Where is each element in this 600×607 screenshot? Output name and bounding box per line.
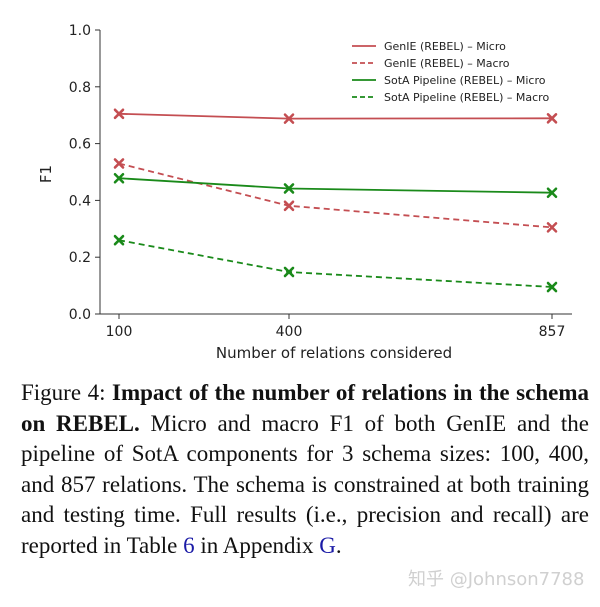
data-point-marker <box>546 187 558 199</box>
y-axis-title: F1 <box>37 165 55 183</box>
line-chart: 0.0 0.2 0.4 0.6 0.8 1.0 100 400 857 Number of rel… <box>37 23 572 362</box>
data-point-marker <box>546 113 558 124</box>
figure-caption: Figure 4: Impact of the number of relati… <box>21 378 589 561</box>
y-tick-label: 0.2 <box>69 250 91 266</box>
series-3 <box>113 172 558 199</box>
legend-label: GenIE (REBEL) – Macro <box>384 57 510 70</box>
chart-axes: 0.0 0.2 0.4 0.6 0.8 1.0 100 400 857 Number of rel… <box>37 23 572 362</box>
series-4 <box>113 234 558 293</box>
watermark: 知乎 @Johnson7788 <box>408 569 585 590</box>
caption-body-end: . <box>335 532 342 558</box>
chart-series <box>113 108 558 293</box>
legend-label: SotA Pipeline (REBEL) – Micro <box>384 74 546 87</box>
chart-legend: GenIE (REBEL) – Micro GenIE (REBEL) – Mac… <box>352 40 549 104</box>
legend-label: SotA Pipeline (REBEL) – Macro <box>384 91 549 104</box>
data-point-marker <box>113 172 125 184</box>
caption-body: Micro and macro F1 of both GenIE and the… <box>21 410 590 558</box>
data-point-marker <box>283 113 295 124</box>
series-2 <box>113 158 558 233</box>
y-tick-label: 0.4 <box>69 193 91 209</box>
data-point-marker <box>546 222 558 233</box>
series-1 <box>113 108 558 124</box>
x-tick-label: 857 <box>539 324 566 340</box>
y-tick-label: 0.8 <box>69 80 91 96</box>
data-point-marker <box>113 234 125 246</box>
y-tick-label: 1.0 <box>69 23 91 39</box>
data-point-marker <box>283 266 295 278</box>
series-line <box>118 239 553 288</box>
series-line <box>118 162 553 229</box>
x-tick-label: 400 <box>276 324 303 340</box>
data-point-marker <box>283 183 295 194</box>
y-tick-label: 0.0 <box>69 307 91 323</box>
caption-title: Impact of the number of relations in the… <box>21 380 589 436</box>
table-ref-link[interactable]: 6 <box>183 532 195 558</box>
data-point-marker <box>113 108 125 120</box>
legend-label: GenIE (REBEL) – Micro <box>384 40 506 53</box>
data-point-marker <box>546 281 558 293</box>
series-line <box>118 177 553 194</box>
caption-body-mid: in Appendix <box>200 532 314 558</box>
x-axis-title: Number of relations considered <box>216 344 452 362</box>
data-point-marker <box>283 200 295 212</box>
y-tick-label: 0.6 <box>69 137 91 153</box>
appendix-ref-link[interactable]: G <box>319 532 336 558</box>
figure-label: Figure 4: <box>21 380 106 405</box>
x-tick-label: 100 <box>106 324 133 340</box>
series-line <box>118 112 553 120</box>
data-point-marker <box>113 158 125 169</box>
